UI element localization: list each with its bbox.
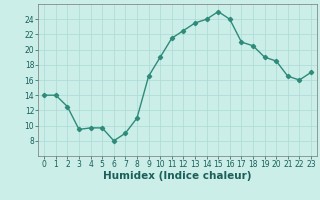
X-axis label: Humidex (Indice chaleur): Humidex (Indice chaleur)	[103, 171, 252, 181]
